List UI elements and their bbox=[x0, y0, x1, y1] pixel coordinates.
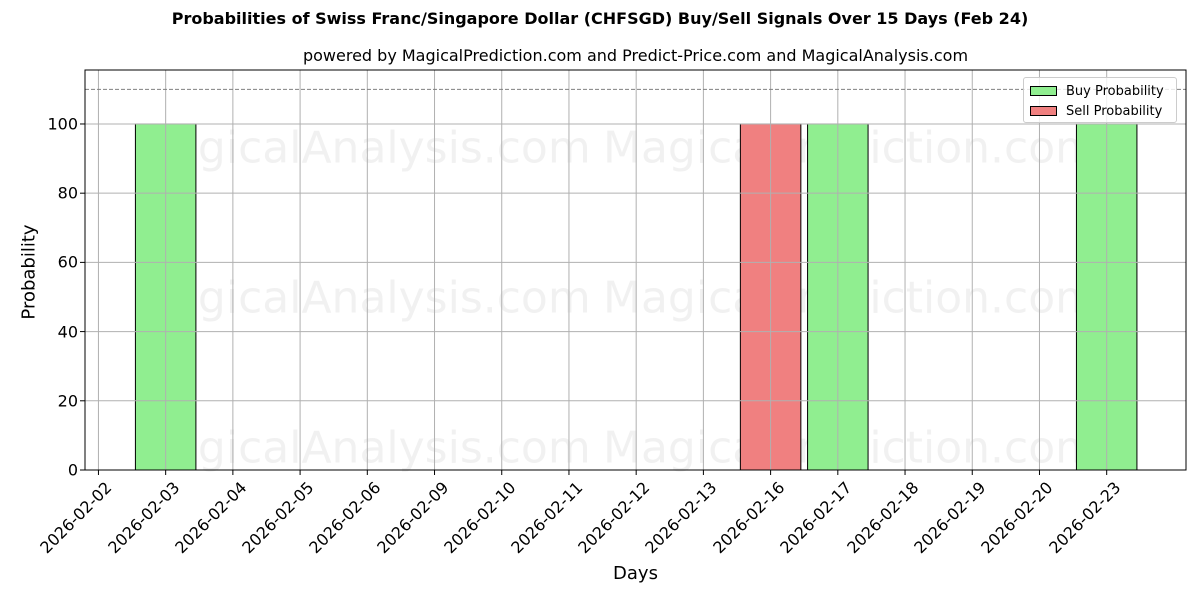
y-tick-label: 100 bbox=[47, 114, 78, 134]
chart-title: Probabilities of Swiss Franc/Singapore D… bbox=[171, 9, 1029, 28]
legend-item-buy: Buy Probability bbox=[1030, 83, 1164, 99]
y-tick-label: 60 bbox=[57, 252, 78, 272]
legend-item-sell: Sell Probability bbox=[1030, 103, 1162, 119]
y-tick-label: 20 bbox=[57, 391, 78, 411]
y-tick-label: 0 bbox=[67, 460, 78, 480]
y-tick-label: 80 bbox=[57, 183, 78, 203]
legend-label-sell: Sell Probability bbox=[1066, 103, 1163, 119]
axes-frame bbox=[84, 69, 1187, 471]
legend: Buy Probability Sell Probability bbox=[1023, 77, 1177, 123]
sell-swatch-icon bbox=[1030, 106, 1057, 116]
chart-subtitle: powered by MagicalPrediction.com and Pre… bbox=[302, 46, 969, 65]
x-axis-label: Days bbox=[613, 563, 658, 584]
buy-swatch-icon bbox=[1030, 86, 1057, 96]
y-tick-label: 40 bbox=[57, 322, 78, 342]
legend-label-buy: Buy Probability bbox=[1066, 83, 1164, 99]
y-axis-label: Probability bbox=[18, 224, 40, 320]
